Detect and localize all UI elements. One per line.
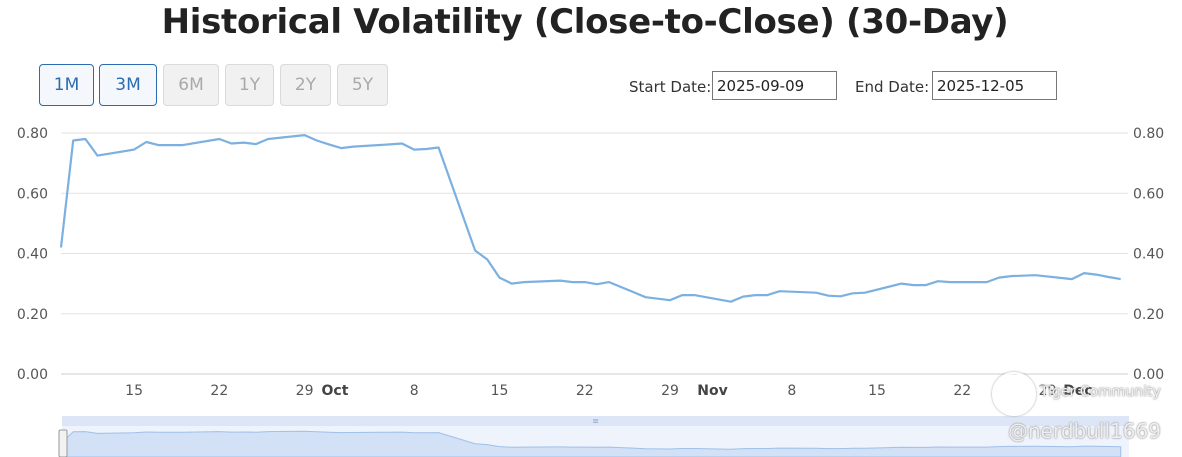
x-tick-label: 15 — [868, 383, 886, 399]
x-tick-label: Oct — [322, 383, 349, 399]
x-tick-label: 22 — [210, 383, 228, 399]
y-tick-label-right: 0.40 — [1133, 247, 1164, 263]
x-tick-label: 29 — [1039, 383, 1057, 399]
range-button-label: 2Y — [294, 75, 317, 95]
range-button-label: 5Y — [351, 75, 374, 95]
x-tick-label: 8 — [410, 383, 419, 399]
x-tick-label: Dec — [1063, 383, 1092, 399]
y-tick-label-right: 0.00 — [1133, 367, 1164, 383]
navigator-left-handle[interactable] — [58, 429, 68, 457]
watermark-handle: @nerdbull1669 — [1008, 419, 1161, 443]
range-button-3m[interactable]: 3M — [99, 64, 157, 106]
y-tick-label-left: 0.00 — [17, 367, 48, 383]
volatility-series-line — [59, 134, 1121, 303]
watermark-brand: Tiger Community — [1040, 384, 1161, 400]
end-date-input[interactable] — [932, 71, 1057, 100]
x-tick-label: 15 — [491, 383, 509, 399]
range-button-1m[interactable]: 1M — [39, 64, 94, 106]
navigator[interactable]: ≡ — [58, 416, 1129, 457]
x-tick-label: Nov — [697, 383, 727, 399]
x-tick-label: 22 — [953, 383, 971, 399]
y-tick-label-right: 0.60 — [1133, 186, 1164, 202]
start-date-input[interactable] — [712, 71, 837, 100]
x-tick-label: 15 — [125, 383, 143, 399]
tiger-logo-icon — [992, 372, 1036, 416]
range-button-5y[interactable]: 5Y — [337, 64, 388, 106]
start-date-label: Start Date: — [629, 78, 712, 96]
range-button-label: 6M — [178, 75, 204, 95]
range-button-label: 1Y — [238, 75, 261, 95]
x-tick-label: 22 — [576, 383, 594, 399]
navigator-series — [60, 430, 1122, 457]
end-date-label: End Date: — [855, 78, 930, 96]
range-button-1y[interactable]: 1Y — [225, 64, 274, 106]
navigator-scrollbar[interactable] — [62, 416, 1129, 426]
range-button-6m[interactable]: 6M — [163, 64, 219, 106]
y-tick-label-right: 0.20 — [1133, 307, 1164, 323]
y-tick-label-left: 0.80 — [17, 126, 48, 142]
chart-title: Historical Volatility (Close-to-Close) (… — [161, 2, 1009, 42]
y-tick-label-left: 0.60 — [17, 186, 48, 202]
x-tick-label: 29 — [661, 383, 679, 399]
x-tick-label: 8 — [787, 383, 796, 399]
range-button-label: 3M — [115, 75, 141, 95]
volatility-chart: 0.00 0.00 0.20 0.20 0.40 0.40 0.60 0.60 0.80 0.80… — [17, 126, 1164, 457]
range-button-2y[interactable]: 2Y — [280, 64, 331, 106]
range-button-label: 1M — [53, 75, 80, 95]
x-tick-label: 29 — [296, 383, 314, 399]
y-tick-label-left: 0.20 — [17, 307, 48, 323]
y-tick-label-left: 0.40 — [17, 247, 48, 263]
y-tick-label-right: 0.80 — [1133, 126, 1164, 142]
scrollbar-grip-icon[interactable]: ≡ — [592, 417, 599, 426]
